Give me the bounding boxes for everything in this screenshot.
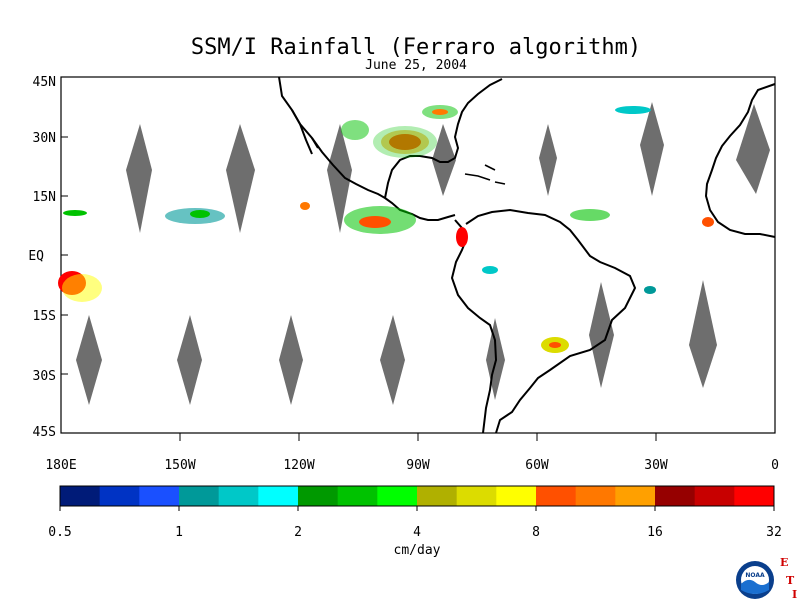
figure-title: SSM/I Rainfall (Ferraro algorithm) <box>191 35 641 60</box>
rain-cell <box>432 109 448 115</box>
swath-gap-5 <box>539 124 557 196</box>
lon-label: 60W <box>525 458 549 473</box>
colorbar: 0.5 1 2 4 8 16 32 cm/day <box>48 485 782 558</box>
rain-cells <box>58 105 714 353</box>
colorbar-swatch <box>694 486 735 506</box>
rain-cell <box>456 227 468 247</box>
lon-label: 180E <box>45 458 76 473</box>
lat-label: 30N <box>33 131 56 146</box>
colorbar-unit: cm/day <box>394 543 441 558</box>
lon-label: 150W <box>164 458 195 473</box>
rain-cell <box>702 217 714 227</box>
colorbar-swatch <box>655 486 696 506</box>
swath-gap-6 <box>640 102 664 196</box>
lat-label: 45N <box>33 75 56 90</box>
logo-letter-i: I <box>792 588 797 600</box>
colorbar-swatch <box>734 486 775 506</box>
colorbar-swatch <box>456 486 497 506</box>
figure-date: June 25, 2004 <box>365 58 467 73</box>
colorbar-tick-label: 1 <box>175 525 183 540</box>
rain-cell <box>373 126 437 158</box>
rain-cell <box>359 216 391 228</box>
colorbar-tick-label: 2 <box>294 525 302 540</box>
colorbar-swatch <box>179 486 220 506</box>
africa-coast <box>704 83 776 238</box>
colorbar-swatch <box>496 486 537 506</box>
swath-gap-9 <box>177 315 202 405</box>
swath-gap-14 <box>689 280 717 388</box>
colorbar-swatch <box>536 486 577 506</box>
rain-cell <box>570 209 610 221</box>
swath-gap-7 <box>736 104 770 194</box>
rain-cell <box>341 120 369 140</box>
gulf-coast <box>384 78 503 199</box>
colorbar-ticks <box>59 506 775 511</box>
swath-gap-11 <box>380 315 405 405</box>
colorbar-swatch <box>258 486 299 506</box>
rain-cell <box>63 210 87 216</box>
rain-cell <box>190 210 210 218</box>
colorbar-swatch <box>575 486 616 506</box>
swath-gap-3 <box>327 124 352 233</box>
colorbar-swatch <box>60 486 101 506</box>
colorbar-swatch <box>298 486 339 506</box>
colorbar-swatches <box>60 486 775 506</box>
lat-label: 15S <box>33 309 56 324</box>
colorbar-tick-label: 16 <box>647 525 663 540</box>
lon-label: 0 <box>771 458 779 473</box>
lon-label: 120W <box>283 458 314 473</box>
rain-cell <box>549 342 561 348</box>
colorbar-swatch <box>377 486 418 506</box>
swath-gap-8 <box>76 315 102 405</box>
swath-gap-10 <box>279 315 303 405</box>
colorbar-swatch <box>139 486 180 506</box>
lon-label: 90W <box>406 458 430 473</box>
north-america-coast <box>278 76 456 221</box>
colorbar-swatch <box>218 486 259 506</box>
rain-cell <box>300 202 310 210</box>
rain-cell <box>381 130 429 154</box>
swath-gap-1 <box>126 124 152 233</box>
noaa-logo: NOAA <box>736 561 774 599</box>
lat-label: 30S <box>33 369 56 384</box>
baja-coast <box>291 109 319 155</box>
lat-label: EQ <box>28 249 44 264</box>
logo-letter-e: E <box>780 556 788 569</box>
colorbar-tick-label: 4 <box>413 525 421 540</box>
lon-axis: 180E 150W 120W 90W 60W 30W 0 <box>45 433 779 473</box>
rain-cell <box>615 106 651 114</box>
colorbar-swatch <box>337 486 378 506</box>
lat-label: 45S <box>33 425 56 440</box>
swath-gap-4 <box>432 124 456 196</box>
swath-gap-13 <box>589 282 614 388</box>
colorbar-swatch <box>99 486 140 506</box>
colorbar-tick-label: 8 <box>532 525 540 540</box>
lat-label: 15N <box>33 190 56 205</box>
noaa-logo-text: NOAA <box>745 572 765 579</box>
lat-axis: 45N 30N 15N EQ 15S 30S 45S <box>28 75 68 440</box>
rain-cell <box>62 274 102 302</box>
logo-letter-t: T <box>786 574 795 587</box>
lon-label: 30W <box>644 458 668 473</box>
colorbar-swatch <box>417 486 458 506</box>
colorbar-tick-label: 0.5 <box>48 525 71 540</box>
swath-gap-2 <box>226 124 255 233</box>
colorbar-tick-label: 32 <box>766 525 782 540</box>
colorbar-swatch <box>615 486 656 506</box>
swath-gaps <box>76 102 770 405</box>
caribbean-islands <box>464 164 506 185</box>
rain-cell <box>644 286 656 294</box>
rain-cell <box>482 266 498 274</box>
map-panel: 45N 30N 15N EQ 15S 30S 45S 180E 150W 120… <box>28 75 779 473</box>
